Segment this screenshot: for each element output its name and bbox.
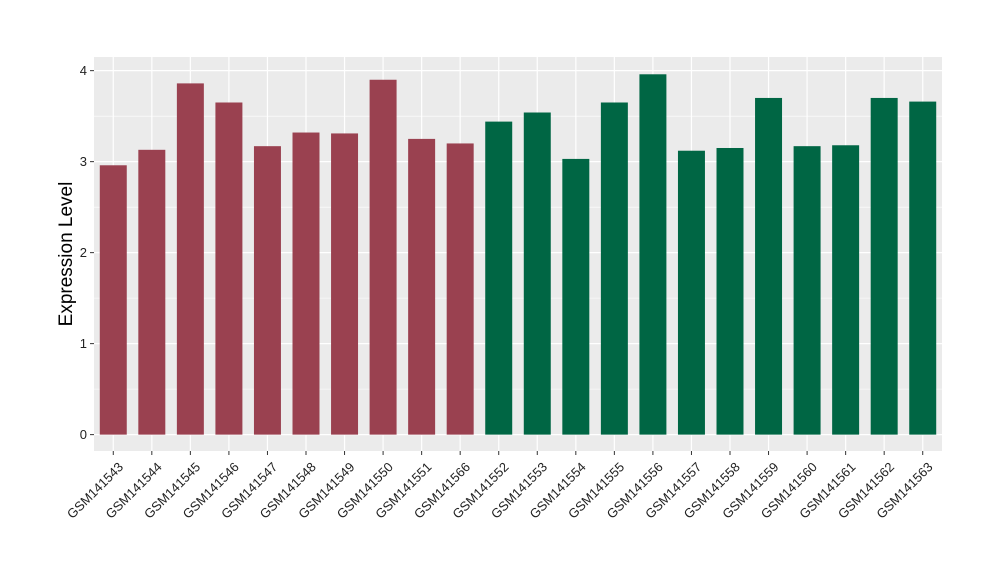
bar-GSM141550 bbox=[369, 79, 397, 435]
bar-GSM141561 bbox=[832, 145, 860, 435]
y-tick-label: 4 bbox=[80, 63, 87, 78]
y-tick-label: 0 bbox=[80, 427, 87, 442]
y-tick-label: 1 bbox=[80, 336, 87, 351]
bar-GSM141558 bbox=[716, 147, 744, 435]
bar-GSM141551 bbox=[408, 138, 436, 435]
y-axis-title: Expression Level bbox=[56, 182, 77, 327]
bar-GSM141554 bbox=[562, 158, 590, 435]
bar-GSM141557 bbox=[677, 150, 705, 435]
bar-GSM141566 bbox=[446, 143, 474, 435]
bar-GSM141549 bbox=[331, 133, 359, 435]
bar-GSM141547 bbox=[253, 146, 281, 435]
bar-GSM141553 bbox=[523, 112, 551, 435]
y-tick-label: 2 bbox=[80, 245, 87, 260]
bar-GSM141562 bbox=[870, 97, 898, 435]
bar-GSM141563 bbox=[909, 101, 937, 435]
bar-GSM141543 bbox=[99, 165, 127, 435]
bars bbox=[99, 74, 937, 435]
bar-GSM141560 bbox=[793, 146, 821, 435]
y-axis: 0 1 2 3 4 bbox=[80, 63, 94, 442]
bar-GSM141556 bbox=[639, 74, 667, 435]
bar-GSM141544 bbox=[138, 149, 166, 435]
bar-GSM141559 bbox=[755, 97, 783, 435]
y-tick-label: 3 bbox=[80, 154, 87, 169]
bar-GSM141552 bbox=[485, 121, 513, 435]
x-axis: GSM141543GSM141544GSM141545GSM141546GSM1… bbox=[64, 451, 936, 522]
bar-GSM141548 bbox=[292, 132, 320, 435]
bar-GSM141555 bbox=[600, 102, 628, 435]
bar-GSM141545 bbox=[176, 83, 204, 435]
bar-GSM141546 bbox=[215, 102, 243, 435]
